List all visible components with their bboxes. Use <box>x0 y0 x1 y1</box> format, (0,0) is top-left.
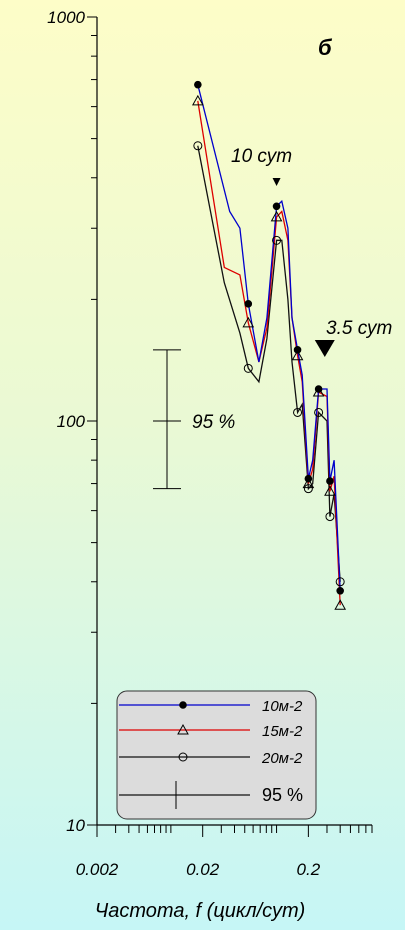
data-point <box>191 94 204 106</box>
y-tick-label: 100 <box>57 412 86 431</box>
data-point <box>325 512 335 522</box>
series-line <box>197 100 341 606</box>
x-tick-label: 0.02 <box>186 860 220 879</box>
confidence-interval: 95 % <box>153 349 235 490</box>
legend-entry: 20м-2 <box>119 750 303 767</box>
annotation-marker <box>272 178 281 186</box>
legend: 10м-2 15м-2 20м-2 95 % <box>116 690 317 820</box>
x-tick-label: 0.002 <box>76 860 119 879</box>
legend-label: 20м-2 <box>261 750 303 767</box>
ci-label: 95 % <box>192 412 235 433</box>
data-point <box>193 141 203 151</box>
legend-label: 95 % <box>262 785 303 805</box>
y-tick-label: 10 <box>66 816 85 835</box>
x-axis-label: Частота, f (цикл/сут) <box>95 900 306 922</box>
data-point <box>243 363 253 373</box>
series-markers <box>193 141 345 587</box>
data-point <box>312 385 325 397</box>
data-point <box>335 577 345 587</box>
legend-entry: 15м-2 <box>119 723 303 740</box>
data-point <box>272 235 282 245</box>
legend-marker <box>177 723 189 735</box>
data-point <box>303 484 313 494</box>
annotation-marker <box>314 340 335 357</box>
data-point <box>326 477 334 485</box>
x-tick-label: 0.2 <box>297 860 321 879</box>
legend-label: 10м-2 <box>262 698 303 715</box>
data-point <box>270 210 283 222</box>
legend-label: 15м-2 <box>262 723 303 740</box>
legend-entry: 95 % <box>119 781 303 809</box>
legend-marker <box>179 701 187 709</box>
data-point <box>302 477 315 489</box>
legend-marker <box>178 752 188 762</box>
axes: 10 100 1000 0.002 0.02 0.2 <box>47 8 373 879</box>
data-point <box>291 349 304 361</box>
series-markers <box>191 94 347 610</box>
data-point <box>314 407 324 417</box>
data-point <box>336 586 344 595</box>
data-point <box>293 407 303 417</box>
series-layer <box>191 80 347 610</box>
panel-label: б <box>318 35 333 60</box>
annotation-label: 3.5 сут <box>326 318 392 339</box>
series-line <box>197 145 341 582</box>
legend-box <box>116 690 317 820</box>
annotation-label: 10 сут <box>231 146 292 167</box>
data-point <box>324 485 336 496</box>
y-tick-label: 1000 <box>47 8 85 27</box>
data-point <box>272 202 281 211</box>
legend-entry: 10м-2 <box>119 698 303 715</box>
data-point <box>244 300 253 308</box>
data-point <box>334 599 347 610</box>
data-point <box>194 80 202 89</box>
data-point <box>242 316 255 328</box>
annotations: 10 сут 3.5 сут <box>231 146 392 357</box>
